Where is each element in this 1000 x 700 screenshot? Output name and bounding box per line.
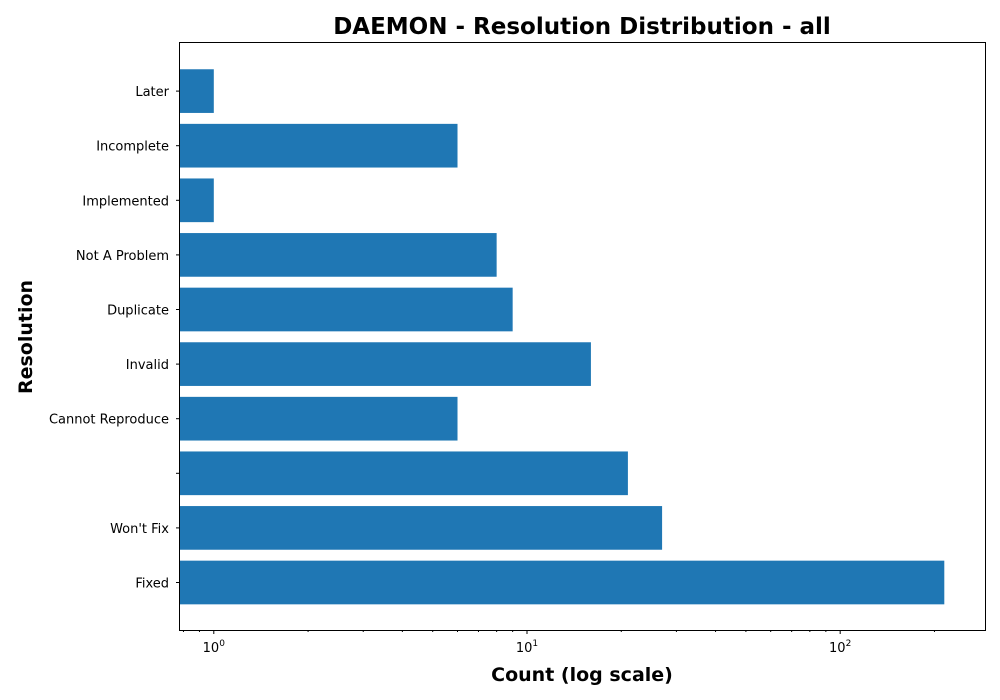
y-tick-label: Duplicate <box>107 304 169 319</box>
y-tick-label: Won't Fix <box>110 522 169 537</box>
y-tick-label: Fixed <box>135 577 169 592</box>
bar <box>180 506 663 550</box>
y-tick-label: Later <box>135 85 169 100</box>
x-ticks-group: 100 101 102 <box>182 630 935 656</box>
bar <box>180 123 458 168</box>
bar <box>180 287 513 332</box>
plot-frame <box>179 42 986 631</box>
y-tick-label: Incomplete <box>96 140 169 155</box>
bar <box>180 233 497 277</box>
bar <box>180 69 214 113</box>
x-axis-label: Count (log scale) <box>491 664 673 686</box>
bar <box>180 396 458 441</box>
bar <box>180 451 628 496</box>
bar <box>180 178 214 223</box>
bars-group <box>180 69 945 605</box>
x-tick-label: 102 <box>829 639 851 656</box>
y-tick-label: Not A Problem <box>76 249 169 264</box>
chart-title: DAEMON - Resolution Distribution - all <box>333 14 831 40</box>
y-tick-label: Cannot Reproduce <box>49 413 169 428</box>
bar <box>180 560 945 605</box>
y-tick-label: Implemented <box>82 194 169 209</box>
y-ticks-group: Fixed Won't Fix Cannot Reproduce Invalid Dup… <box>49 85 180 592</box>
y-axis-label: Resolution <box>15 280 37 394</box>
x-tick-label: 101 <box>516 639 538 656</box>
y-tick-label: Invalid <box>126 358 169 373</box>
bar <box>180 342 591 386</box>
x-tick-label: 100 <box>203 639 226 656</box>
